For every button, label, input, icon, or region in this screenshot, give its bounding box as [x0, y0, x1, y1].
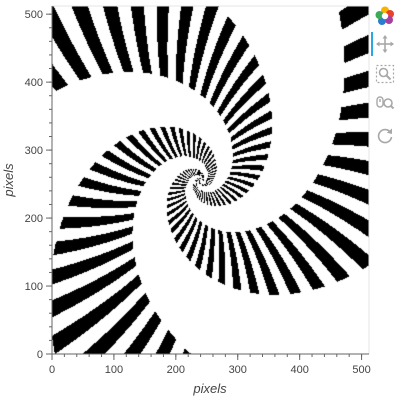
y-tick-label: 300 [25, 145, 43, 157]
x-tick-label: 0 [49, 364, 55, 376]
x-tick-label: 100 [105, 364, 123, 376]
reset-tool-button[interactable] [373, 124, 397, 148]
y-tick-label: 500 [25, 9, 43, 21]
plot-frame [51, 5, 370, 355]
x-tick-label: 200 [167, 364, 185, 376]
x-tick-label: 300 [229, 364, 247, 376]
pan-tool-button[interactable] [371, 32, 397, 56]
y-tick-label: 400 [25, 77, 43, 89]
y-tick-label: 200 [25, 213, 43, 225]
x-tick-label: 400 [290, 364, 308, 376]
y-tick-label: 100 [25, 281, 43, 293]
wheel-zoom-icon [376, 96, 395, 110]
toolbar [369, 0, 400, 160]
bokeh-logo-button[interactable] [373, 4, 397, 28]
wheel-zoom-tool-button[interactable] [373, 92, 397, 116]
reset-icon [377, 128, 393, 144]
y-axis: 0 100 200 300 400 500 [25, 6, 53, 361]
box-zoom-tool-button[interactable] [373, 62, 397, 86]
pan-icon [376, 35, 394, 53]
spiral-image[interactable] [52, 6, 369, 354]
y-axis-title: pixels [1, 163, 16, 198]
bokeh-logo-icon [375, 6, 394, 25]
box-zoom-icon [375, 64, 395, 84]
x-axis-title: pixels [192, 381, 227, 396]
y-tick-label: 0 [37, 349, 43, 361]
x-axis: 0 100 200 300 400 500 [49, 353, 371, 376]
x-tick-label: 500 [352, 364, 370, 376]
